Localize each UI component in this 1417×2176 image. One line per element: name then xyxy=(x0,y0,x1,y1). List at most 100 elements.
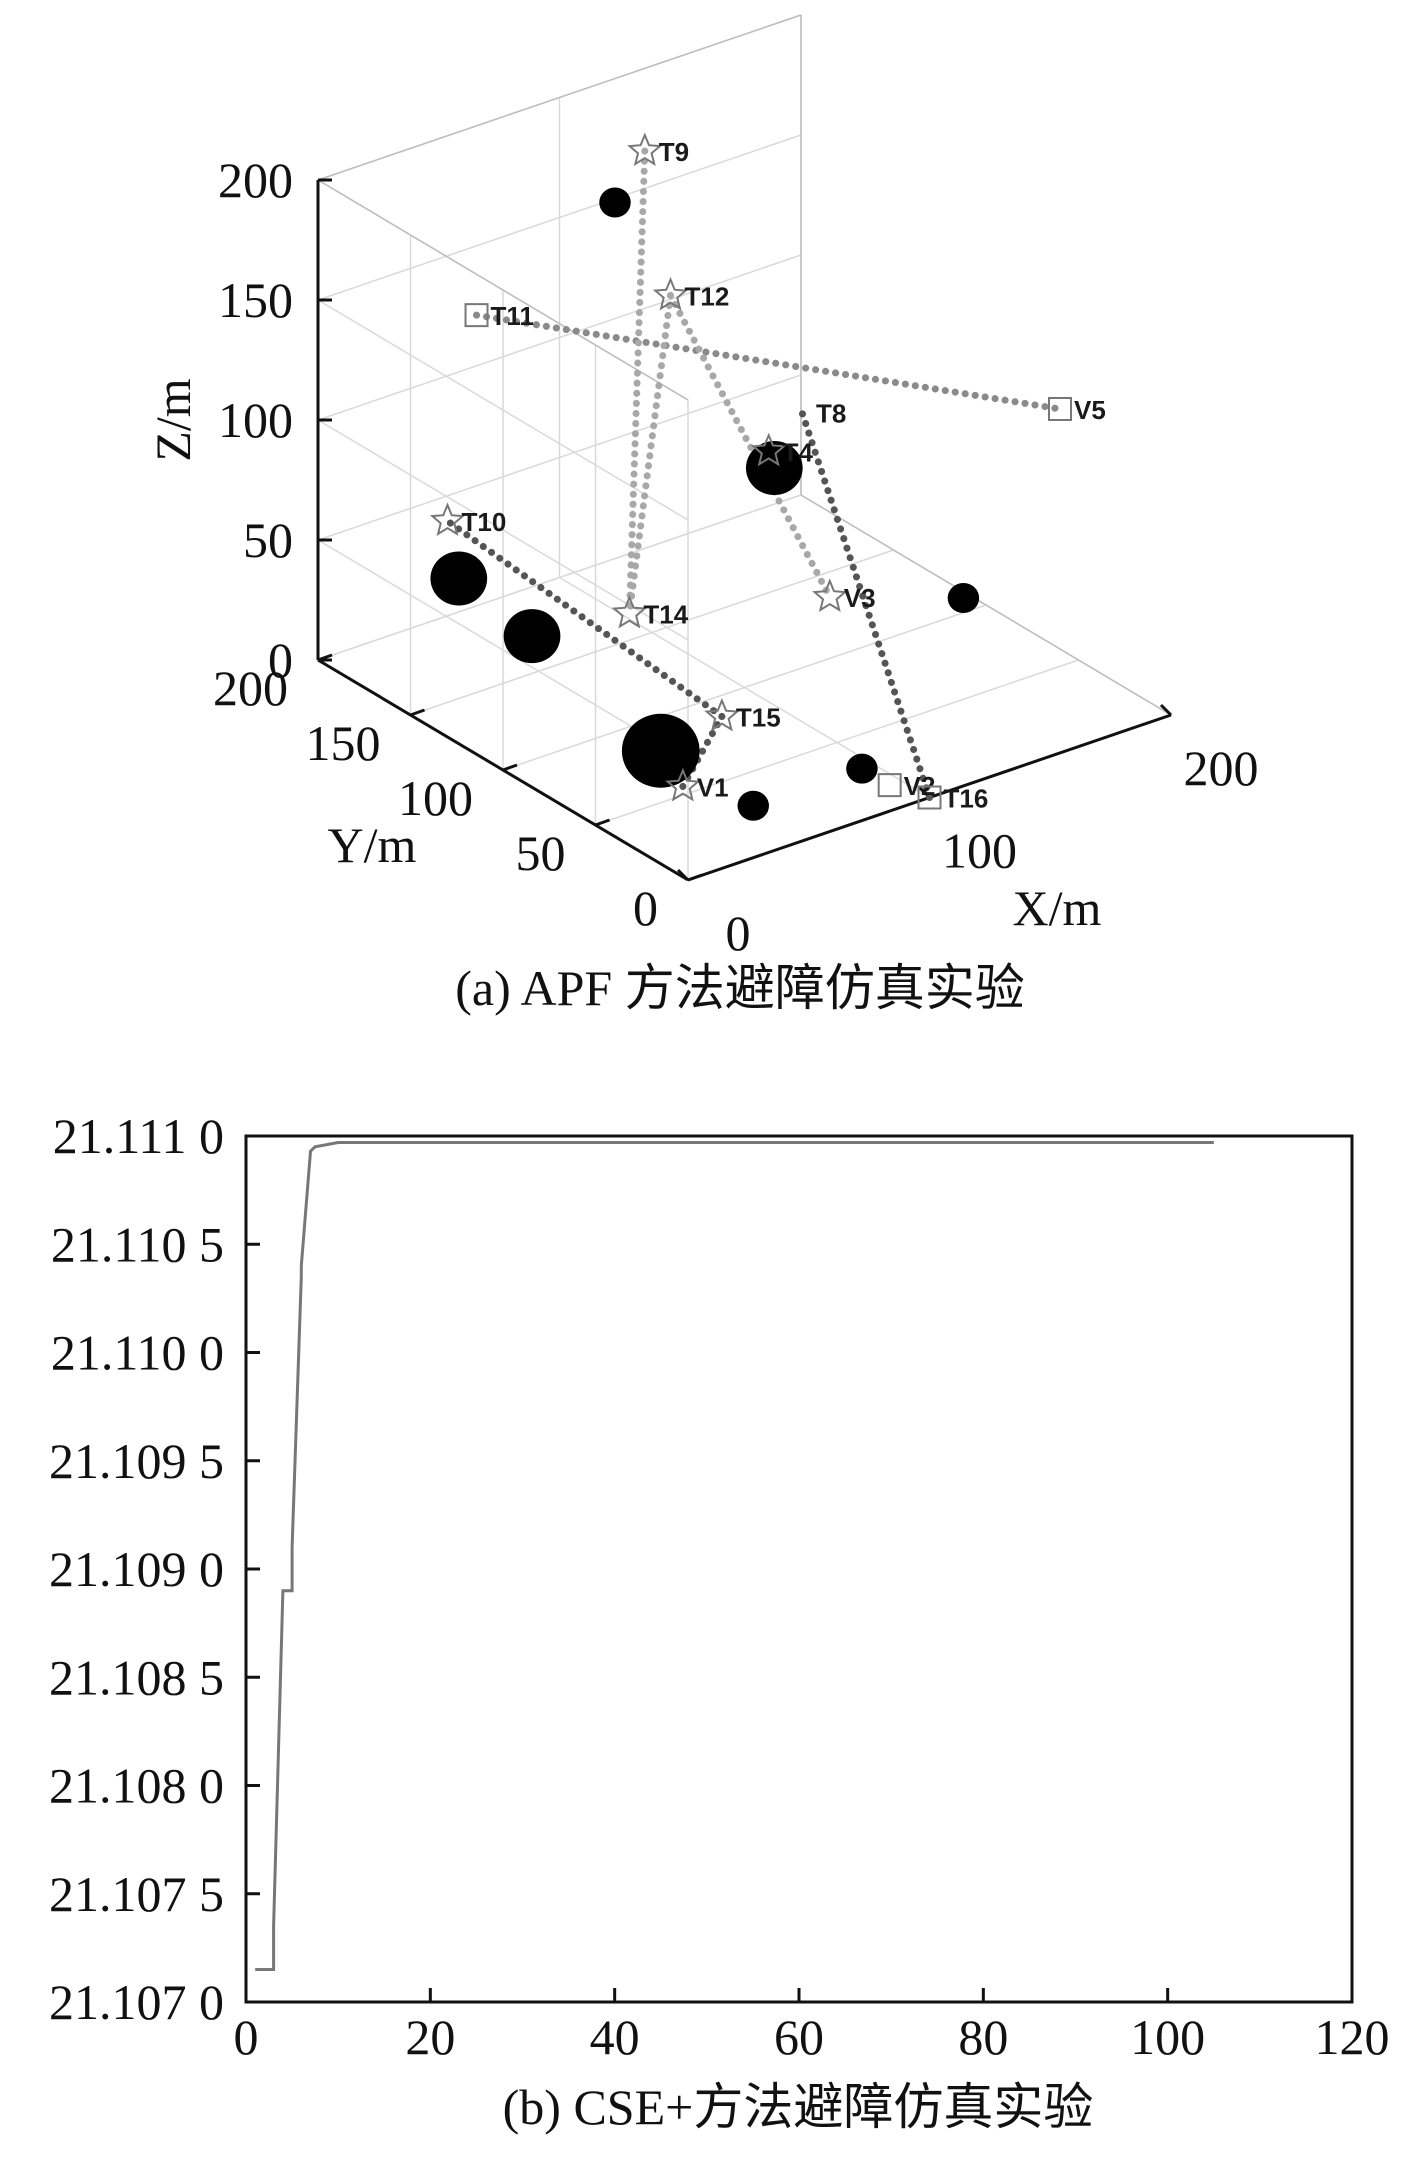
marker-star xyxy=(665,767,701,802)
z-tick-label: 100 xyxy=(218,392,293,448)
point-label: T8 xyxy=(816,399,846,429)
point-label: T10 xyxy=(462,507,507,537)
x-tick-label: 60 xyxy=(774,2009,824,2065)
y-tick-label: 200 xyxy=(213,660,288,716)
y-tick-label: 21.108 5 xyxy=(49,1649,224,1705)
y-tick-label: 21.110 5 xyxy=(51,1216,224,1272)
marker-star xyxy=(750,432,787,467)
point-label: T9 xyxy=(659,137,689,167)
x-tick-label: 100 xyxy=(942,823,1017,879)
grid-line xyxy=(317,539,689,761)
grid-line xyxy=(317,494,802,661)
x-tick-label: 0 xyxy=(726,905,751,961)
caption-b: (b) CSE+方法避障仿真实验 xyxy=(503,2079,1094,2135)
marker-square xyxy=(1048,397,1072,421)
obstacle xyxy=(599,187,631,218)
x-tick-label: 100 xyxy=(1130,2009,1205,2065)
x-tick-label: 20 xyxy=(405,2009,455,2065)
y-tick-label: 21.109 5 xyxy=(49,1433,224,1489)
x-tick xyxy=(676,868,690,882)
y-tick-label: 21.108 0 xyxy=(49,1758,224,1814)
grid-line xyxy=(317,134,802,301)
frame-edge xyxy=(317,14,802,181)
grid-3d xyxy=(317,14,1172,881)
obstacles-3d xyxy=(430,187,980,821)
marker-star xyxy=(611,594,648,629)
obstacle xyxy=(503,609,561,664)
point-label: T11 xyxy=(491,301,534,331)
point-label: T14 xyxy=(643,600,688,630)
ticks: 0 20 40 60 80 100 120 21.107 0 21.107 5 21.108 0 2… xyxy=(49,1108,1390,2065)
y-tick-label: 0 xyxy=(633,880,658,936)
path-T15-T10 xyxy=(444,517,726,720)
grid-line xyxy=(317,374,802,541)
z-tick-label: 200 xyxy=(218,152,293,208)
marker-star xyxy=(704,697,740,732)
series xyxy=(255,1141,1214,1971)
x-tick-label: 80 xyxy=(958,2009,1008,2065)
plot-frame xyxy=(244,1134,1354,2004)
x-tick xyxy=(1159,703,1173,717)
path-T9-T14 xyxy=(625,147,649,617)
y-axis-label: Y/m xyxy=(328,817,417,873)
y-tick-label: 21.107 5 xyxy=(49,1866,224,1922)
obstacle xyxy=(947,583,980,613)
point-label: V5 xyxy=(1074,395,1106,425)
path-T12-T14 xyxy=(625,292,674,617)
obstacle xyxy=(737,790,769,821)
marker-star xyxy=(652,276,689,311)
marker-square xyxy=(464,303,489,328)
grid-line xyxy=(317,299,689,521)
path-T11-V5 xyxy=(473,311,1064,413)
y-tick-label: 21.107 0 xyxy=(49,1974,224,2030)
x-tick-label: 0 xyxy=(234,2009,259,2065)
y-tick-label: 100 xyxy=(398,770,473,826)
y-tick-label: 21.111 0 xyxy=(53,1108,224,1164)
y-tick-label: 21.109 0 xyxy=(49,1541,224,1597)
point-label: T16 xyxy=(944,784,989,814)
y-tick-label: 21.110 0 xyxy=(51,1325,224,1381)
x-tick-label: 40 xyxy=(590,2009,640,2065)
z-axis-label: Z/m xyxy=(145,378,201,461)
caption-a: (a) APF 方法避障仿真实验 xyxy=(455,960,1024,1016)
path-T16-T8 xyxy=(798,409,933,801)
point-label: V1 xyxy=(697,773,729,803)
grid-line xyxy=(502,604,987,771)
x-tick-label: 120 xyxy=(1315,2009,1390,2065)
point-label: T4 xyxy=(783,437,814,467)
marker-star xyxy=(812,578,848,613)
z-tick-label: 50 xyxy=(243,512,293,568)
y-tick xyxy=(409,708,426,717)
y-tick xyxy=(687,873,703,882)
y-tick-label: 50 xyxy=(516,825,566,881)
obstacle xyxy=(621,713,700,788)
y-tick xyxy=(594,818,611,827)
obstacle xyxy=(846,753,878,784)
z-tick-label: 150 xyxy=(218,272,293,328)
series-line xyxy=(255,1141,1214,1971)
cse-line-chart: 0 20 40 60 80 100 120 21.107 0 21.107 5 21.108 0 2… xyxy=(49,1108,1390,2135)
path-T12-V3 xyxy=(667,292,834,601)
obstacle xyxy=(745,441,803,495)
obstacle xyxy=(430,551,488,606)
point-label: T12 xyxy=(685,282,730,312)
x-tick-label: 200 xyxy=(1184,740,1259,796)
grid-line xyxy=(410,549,894,716)
marker-square xyxy=(877,773,902,798)
grid-line xyxy=(317,254,802,421)
y-tick xyxy=(502,763,518,772)
point-label: T15 xyxy=(736,703,781,733)
x-axis-label: X/m xyxy=(1013,880,1102,936)
frame-edge xyxy=(317,179,689,401)
y-tick-label: 150 xyxy=(306,715,381,771)
marker-star xyxy=(627,132,663,167)
frame-edge xyxy=(800,494,1172,716)
marker-square xyxy=(917,785,942,810)
point-label: V3 xyxy=(844,583,876,613)
z-tick-label: 0 xyxy=(268,632,293,688)
marker-star xyxy=(429,502,466,537)
